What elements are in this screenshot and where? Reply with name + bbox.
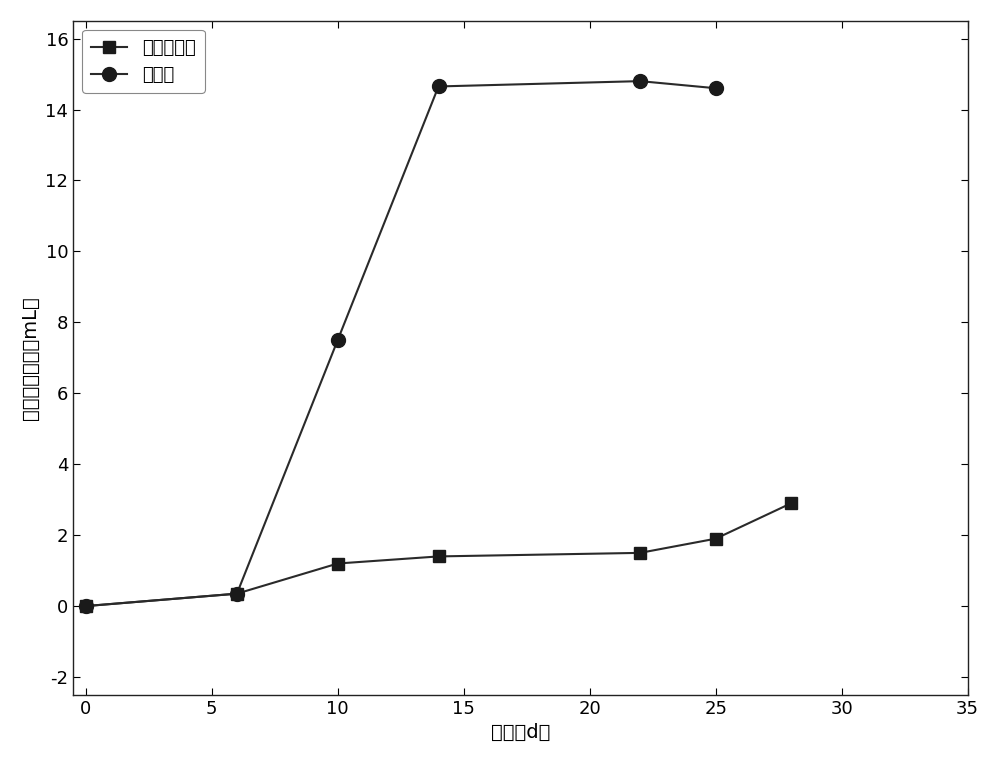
磁铁矿 [710, 84, 722, 93]
空白对照组 [332, 559, 344, 568]
空白对照组 [634, 549, 646, 558]
Legend: 空白对照组, 磁铁矿: 空白对照组, 磁铁矿 [82, 30, 205, 93]
空白对照组 [433, 552, 445, 561]
Y-axis label: 累积产甲烷量（mL）: 累积产甲烷量（mL） [21, 296, 40, 420]
空白对照组 [710, 534, 722, 543]
Line: 磁铁矿: 磁铁矿 [79, 74, 723, 613]
空白对照组 [785, 499, 797, 508]
磁铁矿 [231, 589, 243, 598]
空白对照组 [80, 601, 92, 610]
磁铁矿 [332, 336, 344, 345]
空白对照组 [231, 589, 243, 598]
Line: 空白对照组: 空白对照组 [80, 497, 797, 612]
磁铁矿 [433, 82, 445, 91]
X-axis label: 时间（d）: 时间（d） [491, 723, 550, 742]
磁铁矿 [634, 76, 646, 85]
磁铁矿 [80, 601, 92, 610]
